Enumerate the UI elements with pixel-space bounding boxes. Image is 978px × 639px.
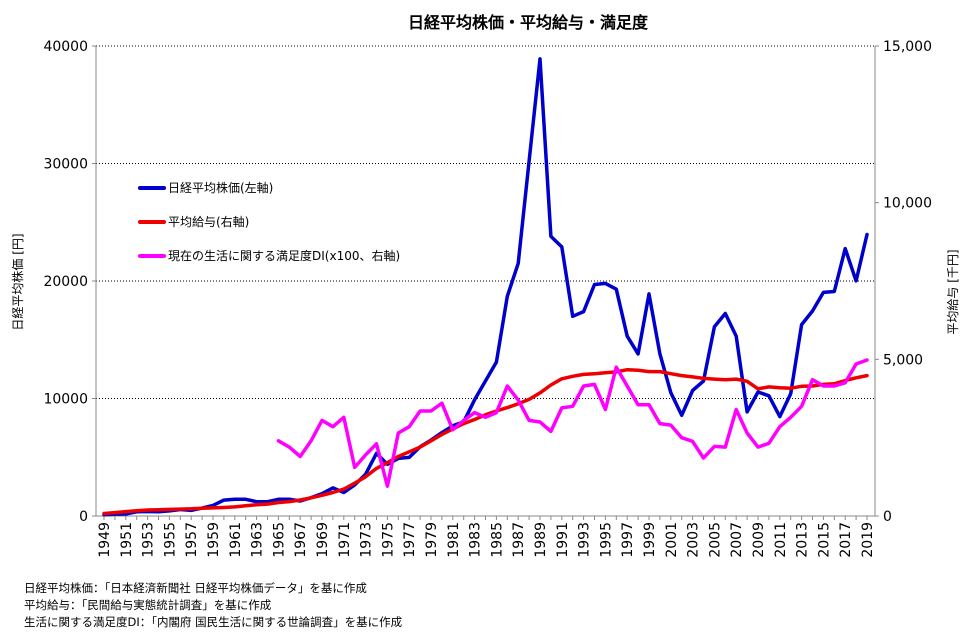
x-tick-label: 1971 <box>337 522 353 558</box>
source-note-nikkei: 日経平均株価：「日本経済新聞社 日経平均株価データ」を基に作成 <box>24 581 367 595</box>
chart-title: 日経平均株価・平均給与・満足度 <box>408 13 649 32</box>
y-right-tick-label: 0 <box>883 509 892 525</box>
x-tick-label: 1983 <box>468 522 484 558</box>
legend-label-2: 平均給与(右軸) <box>168 214 249 229</box>
x-tick-label: 1975 <box>380 522 396 558</box>
x-tick-label: 1967 <box>293 522 309 558</box>
x-tick-label: 1953 <box>141 522 157 558</box>
legend-label-1: 日経平均株価(左軸) <box>168 180 273 195</box>
x-tick-label: 2009 <box>751 522 767 558</box>
y-right-tick-label: 10,000 <box>883 196 932 212</box>
x-tick-label: 2011 <box>773 522 789 558</box>
x-tick-label: 1951 <box>119 522 135 558</box>
grid-layer <box>96 45 875 399</box>
series-line-1 <box>102 57 869 517</box>
series-layer <box>102 57 869 517</box>
x-tick-label: 2019 <box>860 522 876 558</box>
x-tick-label: 2007 <box>729 522 745 558</box>
x-tick-label: 1995 <box>598 522 614 558</box>
legend: 日経平均株価(左軸) 平均給与(右軸) 現在の生活に関する満足度DI(x100、右軸… <box>138 180 400 263</box>
y-left-tick-label: 10000 <box>43 392 88 408</box>
legend-label-3: 現在の生活に関する満足度DI(x100、右軸) <box>168 248 400 263</box>
y-right-tick-label: 15,000 <box>883 39 932 55</box>
x-tick-label: 1955 <box>162 522 178 558</box>
y-right-tick-label: 5,000 <box>883 352 923 368</box>
x-tick-label: 1973 <box>359 522 375 558</box>
x-tick-label: 1969 <box>315 522 331 558</box>
x-tick-label: 1963 <box>250 522 266 558</box>
x-tick-label: 1991 <box>555 522 571 558</box>
x-tick-label: 2003 <box>686 522 702 558</box>
y-axis-left-label: 日経平均株価 [円] <box>10 233 25 330</box>
x-tick-label: 2013 <box>795 522 811 558</box>
axes-layer: 0 10000 20000 30000 40000 0 5,000 10,000 15,000 1… <box>43 39 932 558</box>
x-tick-label: 2005 <box>707 522 723 558</box>
series-line-2 <box>102 367 869 516</box>
x-tick-label: 1965 <box>271 522 287 558</box>
x-tick-label: 1997 <box>620 522 636 558</box>
x-tick-label: 1957 <box>184 522 200 558</box>
x-tick-label: 1961 <box>228 522 244 558</box>
x-tick-label: 1949 <box>97 522 113 558</box>
y-axis-right-label: 平均給与 [千円] <box>946 249 960 334</box>
x-tick-label: 1959 <box>206 522 222 558</box>
source-note-salary: 平均給与：「民間給与実態統計調査」を基に作成 <box>24 598 272 612</box>
x-tick-label: 2015 <box>816 522 832 558</box>
y-left-tick-label: 40000 <box>43 39 88 55</box>
x-tick-label: 1985 <box>489 522 505 558</box>
x-tick-label: 1981 <box>446 522 462 558</box>
y-left-tick-label: 20000 <box>43 274 88 290</box>
y-left-tick-label: 30000 <box>43 157 88 173</box>
x-tick-label: 2001 <box>664 522 680 558</box>
source-note-satisfaction: 生活に関する満足度DI：「内閣府 国民生活に関する世論調査」を基に作成 <box>24 615 403 629</box>
y-left-tick-label: 0 <box>79 509 88 525</box>
x-tick-label: 1989 <box>533 522 549 558</box>
series-line-3 <box>276 358 869 488</box>
x-tick-label: 1999 <box>642 522 658 558</box>
x-tick-label: 1979 <box>424 522 440 558</box>
x-tick-label: 2017 <box>838 522 854 558</box>
x-tick-label: 1987 <box>511 522 527 558</box>
x-tick-label: 1993 <box>577 522 593 558</box>
x-tick-label: 1977 <box>402 522 418 558</box>
source-notes: 日経平均株価：「日本経済新聞社 日経平均株価データ」を基に作成 平均給与：「民間… <box>24 580 402 631</box>
